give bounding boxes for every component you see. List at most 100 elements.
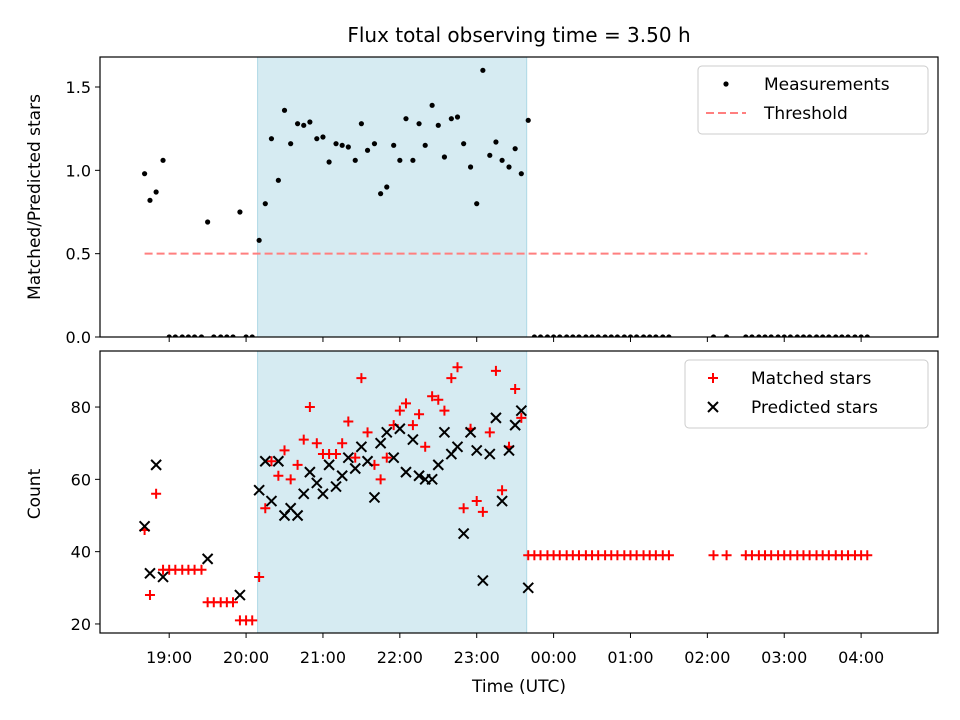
predicted-star-point (515, 404, 528, 417)
matched-star-point (375, 474, 386, 485)
predicted-star-point (432, 459, 444, 471)
predicted-star-point (381, 426, 393, 439)
measurement-point (820, 334, 826, 337)
predicted-star-point (336, 470, 348, 482)
legend-marker-x (707, 401, 719, 413)
matched-star-point (292, 459, 303, 470)
predicted-star-point (522, 582, 534, 594)
predicted-star-point (503, 444, 515, 457)
predicted-star-point (464, 426, 477, 439)
matched-star-point (254, 571, 265, 582)
measurement-point (576, 334, 582, 337)
matched-star-point (343, 416, 354, 427)
predicted-star-point (157, 571, 169, 583)
measurement-point (787, 334, 793, 337)
predicted-star-point (150, 459, 162, 471)
x-tick-label: 19:00 (146, 648, 192, 667)
top-plot-area (141, 67, 870, 337)
legend-label: Predicted stars (751, 398, 878, 418)
predicted-star-point (490, 412, 502, 424)
matched-star-point (247, 615, 258, 626)
matched-star-point (298, 434, 309, 445)
predicted-star-point (413, 470, 425, 482)
measurement-point (333, 141, 339, 147)
measurement-point (185, 334, 192, 337)
matched-star-point (331, 449, 342, 460)
measurement-point (294, 121, 301, 127)
predicted-star-point (144, 567, 156, 580)
x-tick-label: 03:00 (761, 648, 807, 667)
measurement-point (570, 334, 576, 337)
bottom-y-tick-label: 60 (71, 470, 91, 489)
predicted-star-point (509, 419, 521, 431)
measurement-point (640, 334, 647, 337)
matched-star-point (439, 405, 450, 416)
measurement-point (653, 334, 659, 337)
matched-star-point (407, 420, 418, 431)
measurement-point (249, 334, 255, 337)
measurement-point (493, 139, 499, 145)
measurement-point (775, 334, 781, 337)
measurement-point (583, 334, 589, 337)
predicted-star-point (323, 459, 335, 471)
measurement-point (326, 159, 332, 165)
matched-star-point (350, 452, 361, 463)
predicted-star-point (259, 455, 272, 467)
bottom-y-axis-label: Count (25, 468, 45, 519)
measurement-point (826, 334, 832, 337)
measurement-point (602, 334, 608, 337)
predicted-star-point (138, 520, 151, 533)
measurement-point (864, 334, 870, 337)
measurement-point (384, 184, 390, 190)
measurement-point (627, 334, 634, 337)
top-y-tick-label: 1.5 (66, 78, 91, 97)
chart-title: Flux total observing time = 3.50 h (347, 23, 690, 47)
matched-star-point (273, 470, 284, 481)
measurement-point (358, 121, 364, 127)
measurement-point (845, 334, 851, 337)
matched-star-point (497, 485, 508, 496)
measurement-point (800, 334, 807, 337)
measurement-point (550, 334, 557, 337)
measurement-point (198, 334, 205, 337)
predicted-star-point (317, 488, 329, 500)
top-legend-box (697, 65, 929, 135)
measurement-point (634, 334, 640, 337)
predicted-star-point (265, 495, 278, 507)
measurement-point (781, 334, 787, 337)
predicted-star-point (407, 433, 419, 446)
predicted-star-point (349, 462, 361, 475)
predicted-star-point (471, 444, 483, 457)
x-tick-label: 22:00 (377, 648, 423, 667)
bottom-y-tick-label: 20 (71, 615, 91, 634)
x-tick-label: 20:00 (223, 648, 269, 667)
bottom-legend-box (684, 359, 929, 429)
matched-star-point (490, 365, 501, 376)
measurement-point (422, 142, 428, 148)
measurement-point (230, 334, 236, 337)
measurement-point (595, 334, 601, 337)
top-panel: 0.0 0.5 1.0 1.5 Measurements Threshold (66, 56, 939, 347)
measurement-point (467, 164, 474, 170)
measurement-point (435, 122, 441, 128)
measurement-point (191, 334, 198, 337)
measurement-point (474, 201, 480, 207)
measurement-point (537, 334, 544, 337)
predicted-star-point (330, 480, 342, 493)
measurement-point (172, 334, 178, 337)
matched-star-point (433, 394, 444, 405)
measurement-point (499, 157, 505, 163)
matched-star-point (510, 383, 521, 394)
measurement-point (147, 197, 153, 203)
bottom-plot-area (138, 362, 873, 626)
measurement-point (647, 334, 653, 337)
measurement-point (608, 334, 614, 337)
measurement-point (461, 141, 467, 147)
measurement-point (839, 334, 845, 337)
measurement-point (833, 334, 839, 337)
measurement-point (429, 102, 435, 108)
matched-star-point (420, 441, 431, 452)
bottom-series-predicted-stars (138, 404, 534, 601)
matched-star-point (356, 373, 367, 384)
measurement-point (518, 171, 524, 177)
